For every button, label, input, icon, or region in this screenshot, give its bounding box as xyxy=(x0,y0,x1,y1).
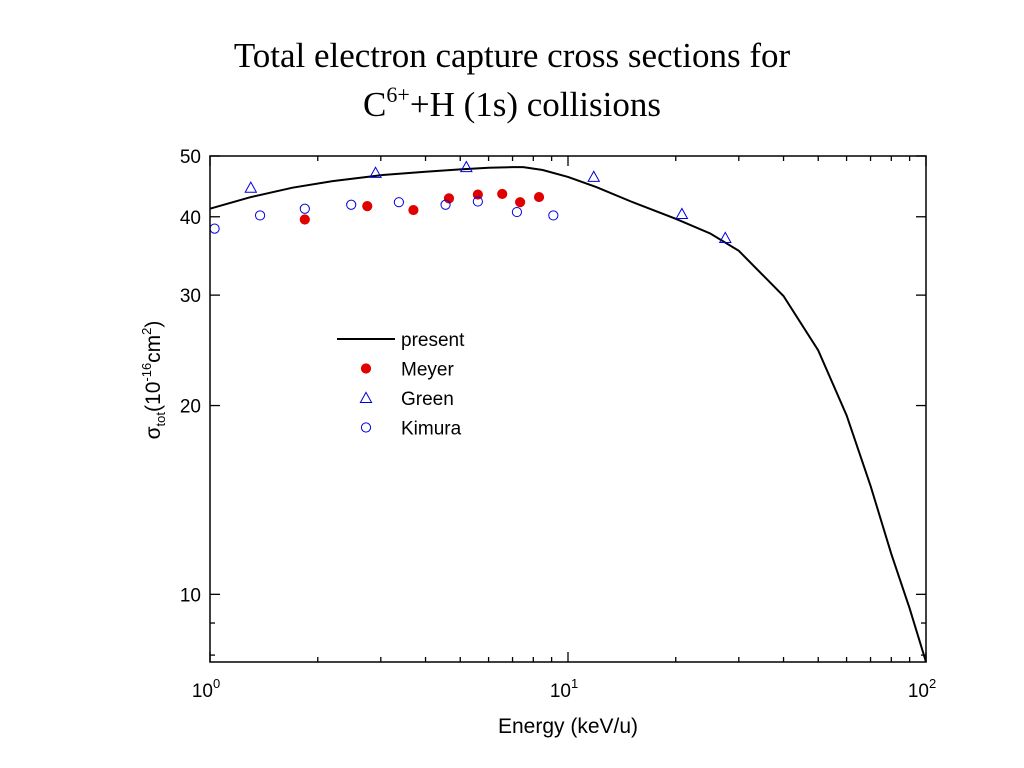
series-meyer-point xyxy=(408,204,419,216)
series-present-curve xyxy=(209,166,927,663)
plot-frame xyxy=(209,155,927,663)
title-ion-charge: 6+ xyxy=(386,82,410,107)
chart-title-line-1: Total electron capture cross sections fo… xyxy=(233,36,791,75)
y-axis-label: σtot(10-16cm2) xyxy=(139,321,168,440)
legend-present-label: present xyxy=(401,330,465,351)
y-tick-label: 10 xyxy=(180,585,201,606)
series-meyer-point xyxy=(533,191,545,203)
series-kimura-point xyxy=(440,199,451,210)
series-green-point xyxy=(244,181,258,193)
series-green-point xyxy=(718,231,732,243)
axis-tick-labels: 100 101 102 10 20 30 40 50 xyxy=(180,147,936,702)
legend-meyer-label: Meyer xyxy=(401,360,454,381)
y-tick-label: 30 xyxy=(180,286,201,307)
series-meyer-point xyxy=(362,200,373,212)
y-tick-label: 20 xyxy=(180,397,201,418)
legend-kimura-marker xyxy=(360,422,372,433)
legend-meyer-marker xyxy=(360,363,372,374)
series-kimura-point xyxy=(346,199,357,210)
series-green-point xyxy=(459,160,473,173)
series-kimura-point xyxy=(393,197,404,208)
series-green-point xyxy=(587,170,601,182)
axis-ticks xyxy=(209,155,927,662)
series-green-point xyxy=(369,166,382,178)
series-kimura-point xyxy=(548,210,559,221)
x-tick-label: 100 xyxy=(192,676,220,702)
legend-green-marker xyxy=(359,391,373,403)
legend-kimura-label: Kimura xyxy=(401,419,462,440)
series-kimura-point xyxy=(299,203,310,214)
plot-series xyxy=(209,160,927,663)
series-kimura-point xyxy=(472,196,483,207)
series-kimura-point xyxy=(511,206,523,218)
series-meyer-point xyxy=(472,189,483,200)
series-kimura-point xyxy=(209,223,220,234)
series-green-point xyxy=(675,207,689,220)
series-kimura-point xyxy=(254,210,266,221)
x-axis-label: Energy (keV/u) xyxy=(498,715,638,738)
title-collision-text: +H (1s) collisions xyxy=(409,85,661,124)
series-meyer-point xyxy=(497,188,508,200)
title-ion-symbol: C xyxy=(363,85,387,124)
y-tick-label: 50 xyxy=(180,147,201,168)
series-meyer-point xyxy=(515,197,526,208)
legend: present Meyer Green Kimura xyxy=(337,330,465,440)
y-tick-label: 40 xyxy=(180,208,201,229)
x-tick-label: 101 xyxy=(550,676,578,702)
x-tick-label: 102 xyxy=(908,676,936,702)
chart-title-line-2: C6++H (1s) collisions xyxy=(0,84,1024,124)
series-meyer-point xyxy=(299,214,310,225)
legend-green-label: Green xyxy=(401,389,454,410)
